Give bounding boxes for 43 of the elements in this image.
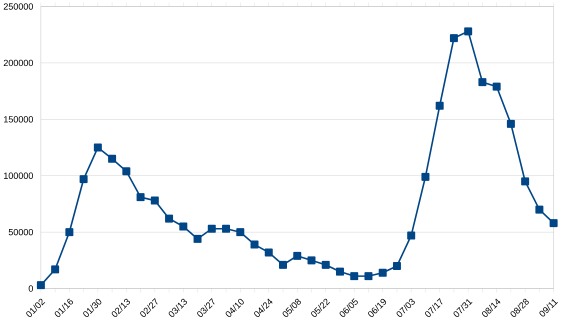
point: [122, 167, 130, 176]
y-tick-label: 100000: [4, 172, 33, 179]
point: [478, 78, 486, 86]
point: [264, 248, 273, 257]
point: [364, 272, 372, 280]
point: [80, 175, 88, 184]
point: [521, 177, 530, 186]
point: [179, 222, 188, 231]
point: [208, 224, 216, 233]
y-tick-label: 0: [28, 285, 34, 292]
point: [421, 172, 430, 181]
point: [136, 193, 145, 202]
point: [464, 27, 472, 36]
point: [293, 252, 302, 260]
point: [550, 219, 558, 228]
point: [236, 228, 244, 236]
point: [450, 34, 458, 42]
y-tick-label: 250000: [4, 3, 33, 10]
point: [36, 281, 45, 290]
point: [51, 265, 60, 274]
point: [350, 272, 358, 280]
point: [165, 214, 174, 223]
point: [378, 268, 387, 277]
y-tick-label: 150000: [4, 116, 33, 123]
point: [94, 144, 102, 152]
point: [150, 196, 159, 205]
point: [436, 102, 444, 110]
point: [407, 232, 416, 240]
point: [336, 268, 344, 276]
point: [322, 260, 330, 269]
point: [194, 234, 202, 243]
point: [279, 260, 288, 269]
point: [535, 206, 544, 214]
point: [506, 120, 515, 128]
y-tick-label: 200000: [4, 60, 33, 66]
point: [65, 228, 74, 236]
point: [392, 262, 401, 270]
point: [307, 256, 316, 264]
point: [492, 82, 501, 91]
point: [222, 224, 230, 233]
point: [250, 240, 259, 249]
point: [108, 154, 116, 163]
y-tick-label: 50000: [8, 229, 33, 236]
